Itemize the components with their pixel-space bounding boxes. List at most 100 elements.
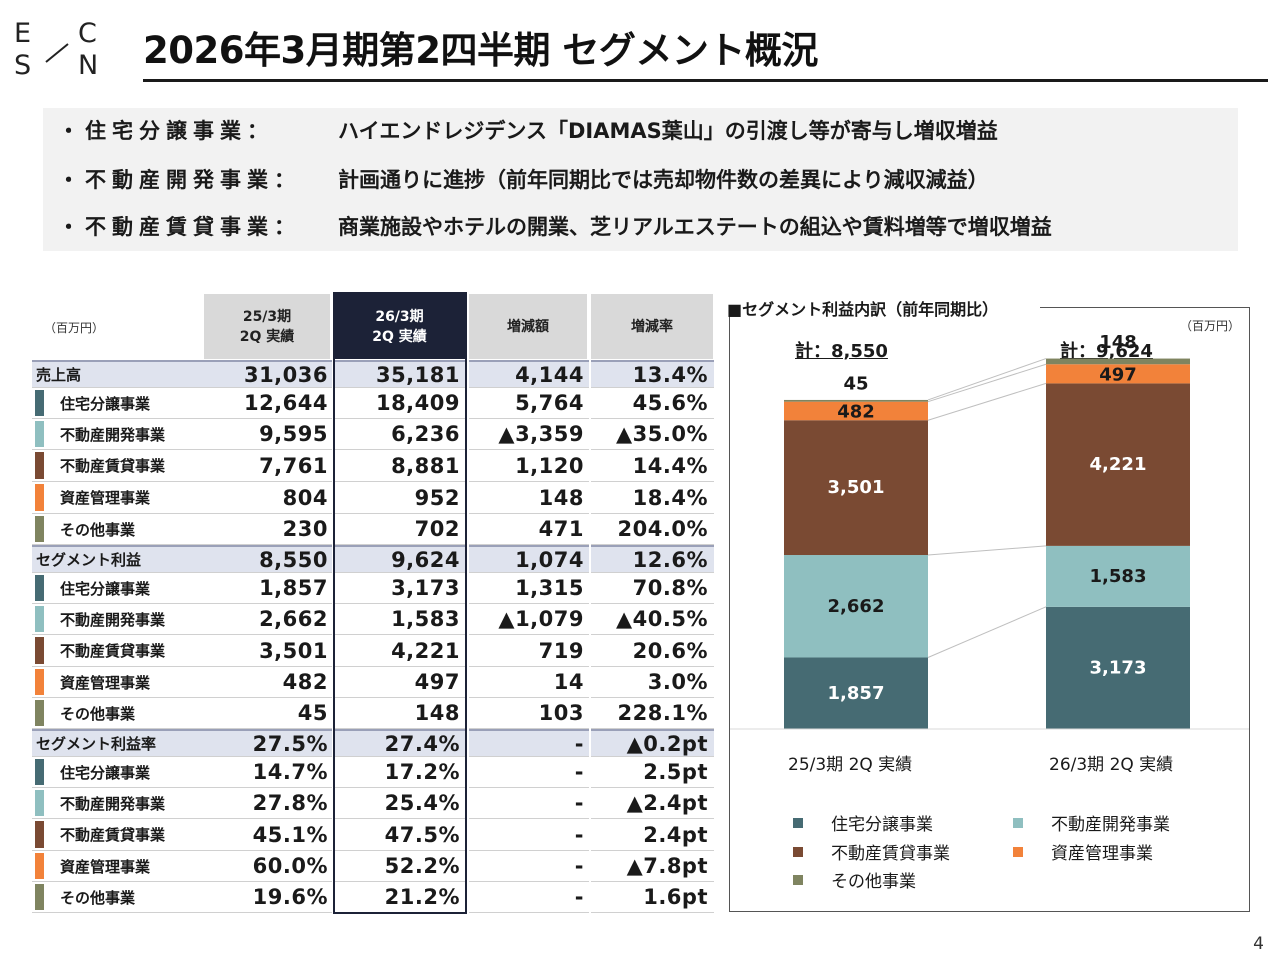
segment-color-swatch (35, 669, 44, 695)
value-cur: 148 (414, 701, 460, 725)
value-prev: 2,662 (259, 607, 328, 631)
segment-color-swatch (35, 853, 44, 879)
table-row: その他事業 19.6% 21.2% - 1.6pt (32, 882, 714, 913)
value-diff: 148 (538, 485, 584, 510)
summary-bullet: ・ (58, 119, 79, 143)
category-label-prev: 25/3期 2Q 実績 (788, 755, 913, 775)
value-rate: 18.4% (632, 485, 708, 510)
bar-segment-asset (1046, 364, 1190, 384)
value-prev: 45.1% (252, 822, 328, 847)
value-prev: 3,501 (259, 638, 328, 663)
value-diff: 5,764 (515, 391, 584, 415)
value-cur: 21.2% (384, 885, 460, 909)
data-label-housing: 1,857 (828, 683, 885, 704)
segment-color-swatch (35, 516, 44, 542)
chart-title: ■セグメント利益内訳（前年同期比） (727, 300, 999, 319)
table-row: 住宅分譲事業 12,644 18,409 5,764 45.6% (32, 388, 714, 419)
row-label: 資産管理事業 (60, 857, 151, 876)
summary-box: ・ 住宅分譲事業： ハイエンドレジデンス「DIAMAS葉山」の引渡し等が寄与し増… (43, 108, 1238, 251)
table-row: セグメント利益 8,550 9,624 1,074 12.6% (32, 545, 714, 573)
value-cur: 3,173 (391, 576, 460, 600)
table-row: 不動産賃貸事業 3,501 4,221 719 20.6% (32, 635, 714, 667)
segment-color-swatch (35, 637, 44, 664)
table-row: 住宅分譲事業 14.7% 17.2% - 2.5pt (32, 757, 714, 788)
value-cur: 497 (414, 670, 460, 694)
value-cur: 35,181 (375, 362, 460, 387)
value-diff: 103 (538, 701, 584, 725)
header-prev-period: 25/3期 2Q 実績 (204, 294, 330, 359)
segment-color-swatch (35, 606, 44, 632)
legend-label: 住宅分譲事業 (831, 815, 933, 835)
value-rate: ▲7.8pt (626, 854, 708, 878)
value-prev: 31,036 (243, 362, 328, 387)
value-prev: 27.8% (252, 791, 328, 815)
segment-color-swatch (35, 421, 44, 447)
value-rate: 20.6% (632, 638, 708, 663)
row-label: 住宅分譲事業 (60, 394, 151, 413)
column-separator (589, 360, 591, 913)
legend-housing: 住宅分譲事業 (793, 810, 933, 835)
legend-swatch-development (1013, 817, 1023, 828)
table-unit: （百万円） (44, 321, 105, 335)
bar-segment-leasing (784, 420, 928, 556)
value-diff: - (574, 854, 584, 878)
segment-color-swatch (35, 700, 44, 726)
row-label: セグメント利益 (36, 551, 142, 569)
table-row: 資産管理事業 804 952 148 18.4% (32, 482, 714, 514)
legend-label: 資産管理事業 (1051, 844, 1153, 864)
value-cur: 9,624 (391, 547, 460, 572)
logo-letter-s: S (14, 50, 32, 81)
value-diff: - (574, 791, 584, 815)
data-label-development: 1,583 (1090, 566, 1147, 587)
segment-color-swatch (35, 790, 44, 816)
value-prev: 482 (282, 670, 328, 694)
legend-other: その他事業 (793, 867, 916, 892)
logo-letter-c: C (78, 18, 97, 49)
connector-line (927, 363, 1047, 403)
value-prev: 27.5% (252, 731, 328, 756)
chart-frame-top (1040, 307, 1250, 308)
summary-label: 住宅分譲事業： (85, 119, 274, 143)
value-rate: ▲40.5% (615, 607, 708, 631)
data-label-development: 2,662 (828, 596, 885, 617)
header-prev-line2: 2Q 実績 (239, 328, 295, 345)
row-label: 住宅分譲事業 (60, 763, 151, 782)
value-diff: - (574, 731, 584, 756)
legend-label: その他事業 (831, 872, 916, 892)
value-cur: 8,881 (391, 453, 460, 478)
table-row: 不動産開発事業 2,662 1,583 ▲1,079 ▲40.5% (32, 604, 714, 635)
logo-slash-icon (45, 43, 69, 63)
header-diff-label: 増減額 (507, 318, 549, 335)
value-prev: 9,595 (259, 422, 328, 446)
legend-label: 不動産開発事業 (1051, 815, 1170, 835)
legend-swatch-housing (793, 817, 803, 828)
value-rate: ▲35.0% (615, 422, 708, 446)
value-rate: 13.4% (632, 362, 708, 387)
value-prev: 12,644 (243, 391, 328, 415)
total-label-cur: 計：9,624 (1060, 341, 1153, 362)
header-rate-label: 増減率 (631, 318, 673, 335)
chart-frame (729, 307, 1250, 912)
table-row: セグメント利益率 27.5% 27.4% - ▲0.2pt (32, 729, 714, 757)
bar-segment-leasing (1046, 383, 1190, 546)
header-current-period: 26/3期 2Q 実績 (334, 294, 465, 359)
value-diff: - (574, 822, 584, 847)
row-label: 住宅分譲事業 (60, 579, 151, 598)
value-rate: 2.5pt (643, 760, 708, 784)
segment-color-swatch (35, 821, 44, 848)
row-label: その他事業 (60, 704, 136, 723)
value-cur: 25.4% (384, 791, 460, 815)
value-rate: ▲0.2pt (626, 731, 708, 756)
value-rate: 12.6% (632, 547, 708, 572)
summary-bullet: ・ (58, 168, 79, 192)
logo-letter-n: N (78, 50, 99, 81)
value-rate: 204.0% (617, 517, 708, 541)
value-cur: 952 (414, 485, 460, 510)
legend-swatch-other (793, 874, 803, 885)
value-rate: 3.0% (647, 670, 708, 694)
data-label-other: 45 (843, 373, 868, 394)
segment-color-swatch (35, 484, 44, 511)
bar-segment-asset (784, 401, 928, 421)
summary-text: 計画通りに進捗（前年同期比では売却物件数の差異により減収減益） (338, 168, 989, 192)
data-label-housing: 3,173 (1090, 657, 1147, 678)
